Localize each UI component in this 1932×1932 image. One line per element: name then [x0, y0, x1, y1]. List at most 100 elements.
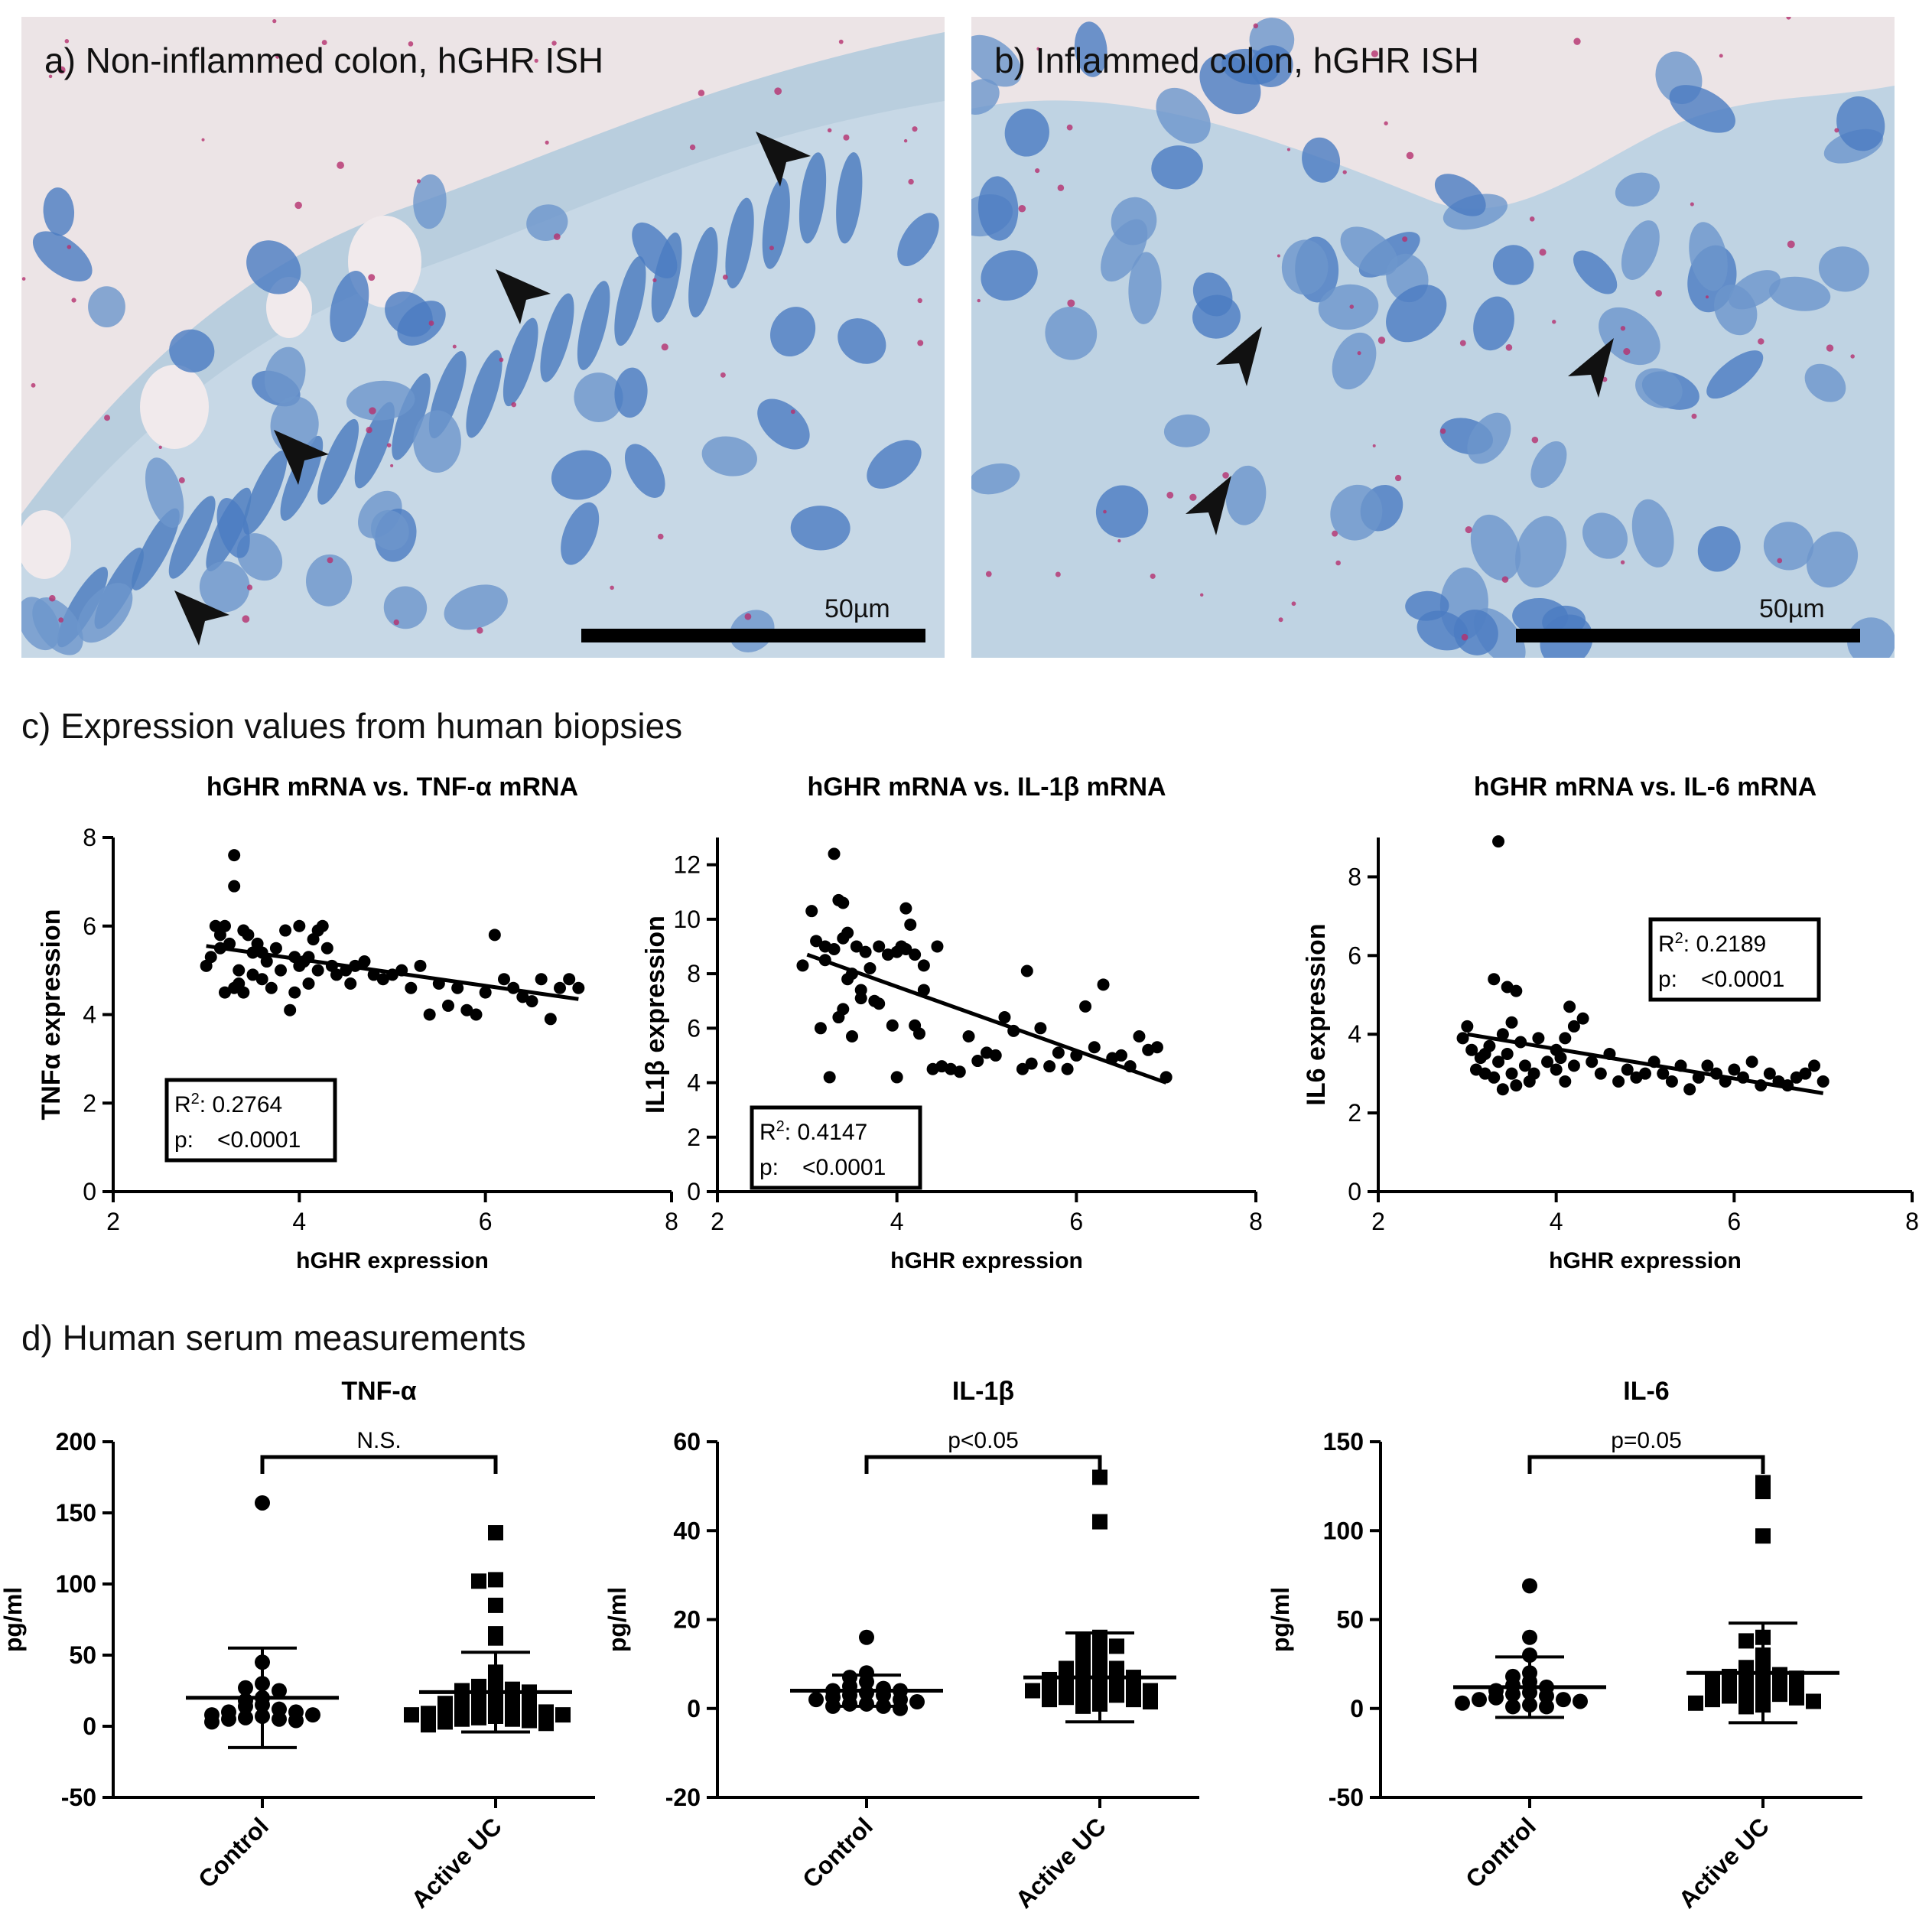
data-point [344, 977, 357, 990]
ish-signal-dot [408, 41, 414, 47]
data-point [451, 981, 464, 994]
ish-signal-dot [912, 126, 918, 132]
data-point [204, 951, 217, 964]
data-point [989, 1049, 1002, 1062]
ish-signal-dot [246, 584, 253, 590]
data-point [1586, 1055, 1599, 1068]
data-point [1043, 1060, 1056, 1073]
cell-nucleus [838, 318, 886, 364]
cell-nucleus [624, 444, 665, 498]
data-point [1639, 1067, 1651, 1080]
y-tick-label: 2 [83, 1089, 96, 1117]
data-point [284, 1003, 297, 1016]
chart-title: hGHR mRNA vs. TNF-α mRNA [207, 772, 578, 802]
r-squared-value: : 0.2764 [200, 1092, 282, 1117]
y-tick-label: 60 [673, 1428, 701, 1456]
epithelial-nucleus [725, 197, 754, 289]
control-point [1522, 1629, 1537, 1645]
cell-nucleus [1706, 350, 1764, 399]
data-point [228, 880, 241, 893]
active-uc-point [1705, 1692, 1720, 1708]
arrow-icon [174, 590, 229, 646]
active-uc-point [1109, 1687, 1124, 1703]
ish-signal-dot [275, 54, 280, 59]
control-point [1539, 1688, 1554, 1704]
active-uc-point [488, 1597, 503, 1613]
data-point [1052, 1046, 1065, 1059]
micrograph-inflamed: b) Inflammed colon, hGHR ISH 50µm [971, 17, 1895, 658]
data-point [1745, 1055, 1758, 1068]
y-tick-label: 10 [673, 906, 701, 933]
control-point [255, 1495, 270, 1511]
ish-signal-dot [476, 627, 483, 634]
active-uc-point [555, 1707, 571, 1723]
active-uc-point [1738, 1699, 1754, 1715]
r-squared-superscript: 2 [1675, 930, 1683, 947]
y-tick-label: -20 [665, 1784, 701, 1811]
data-point [998, 1011, 1011, 1024]
ish-signal-dot [903, 138, 908, 143]
panel-a-title: a) Non-inflammed colon, hGHR ISH [44, 41, 604, 80]
ish-signal-dot [1623, 348, 1631, 356]
cell-nucleus [632, 222, 678, 278]
data-point [1461, 1020, 1474, 1033]
regression-line [206, 944, 579, 1001]
significance-bracket [1527, 1455, 1765, 1474]
ish-signal-dot [1465, 526, 1472, 534]
r-squared-text: R2: 0.2189 [1658, 930, 1766, 957]
active-uc-point [1755, 1484, 1771, 1500]
data-point [414, 959, 427, 972]
cell-nucleus [526, 204, 568, 241]
active-uc-point [488, 1572, 503, 1588]
data-point [479, 986, 492, 999]
epithelial-nucleus [614, 256, 646, 346]
y-tick-label: 8 [1348, 863, 1361, 890]
y-tick-label: 100 [56, 1570, 96, 1598]
data-point [1505, 1067, 1518, 1080]
y-axis-label: pg/ml [0, 1587, 27, 1652]
ish-signal-dot [428, 320, 434, 326]
ish-signal-dot [366, 427, 372, 434]
data-point [1808, 1059, 1821, 1072]
ish-signal-dot [1620, 560, 1625, 564]
x-tick-label: 8 [1905, 1208, 1919, 1235]
data-point [293, 919, 306, 932]
r-squared-superscript: 2 [191, 1091, 200, 1107]
data-point [1567, 1020, 1580, 1033]
y-tick-label: 0 [83, 1712, 96, 1740]
cell-nucleus [1004, 109, 1049, 157]
cell-nucleus [1074, 21, 1107, 77]
cell-nucleus [1512, 597, 1569, 635]
data-point [1665, 1075, 1678, 1088]
cell-nucleus [444, 584, 508, 630]
ish-signal-dot [551, 41, 557, 46]
p-value: <0.0001 [1701, 967, 1784, 992]
active-uc-point [1075, 1698, 1091, 1714]
cell-nucleus [1405, 590, 1449, 621]
ish-signal-dot [1103, 509, 1107, 514]
x-category-label: Active UC [1010, 1812, 1111, 1913]
data-point [859, 945, 872, 958]
micrograph-a-image [21, 17, 945, 658]
active-uc-point [522, 1712, 537, 1729]
cell-nucleus [1281, 239, 1329, 295]
significance-label: N.S. [356, 1428, 401, 1453]
stats-box [164, 1078, 337, 1163]
ish-signal-dot [48, 74, 53, 79]
data-point [1576, 1012, 1589, 1025]
ish-signal-dot [499, 357, 504, 363]
data-point [423, 1008, 436, 1021]
x-category-label: Active UC [1673, 1812, 1774, 1913]
cell-nucleus [977, 176, 1019, 241]
control-point [893, 1700, 908, 1716]
y-tick-label: 20 [673, 1606, 701, 1634]
cell-nucleus [1192, 272, 1233, 317]
data-point [971, 1055, 984, 1068]
data-point [535, 973, 548, 986]
data-point [917, 984, 930, 997]
data-point [1527, 1067, 1540, 1080]
chart-title: hGHR mRNA vs. IL-1β mRNA [807, 772, 1166, 802]
data-point [288, 986, 301, 999]
x-category-label: Control [1460, 1812, 1541, 1893]
